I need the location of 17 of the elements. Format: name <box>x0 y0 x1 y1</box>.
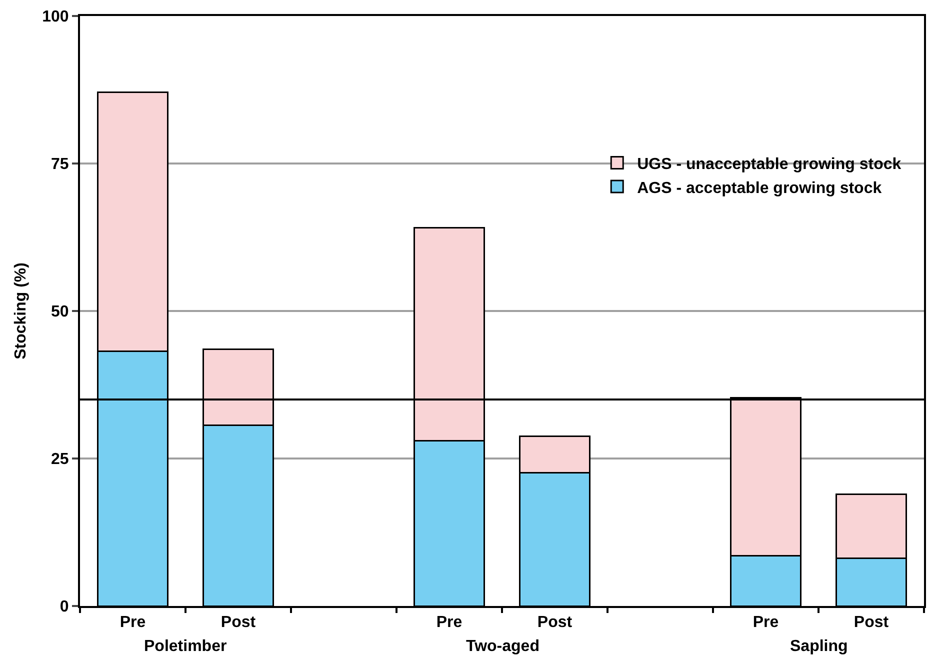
x-tick-label: Post <box>537 614 573 632</box>
y-tick-label: 100 <box>42 8 69 26</box>
y-axis-title: Stocking (%) <box>12 262 30 360</box>
y-tick-label: 25 <box>51 451 69 468</box>
text: Two-aged <box>466 638 540 655</box>
x-tick-label: Post <box>854 614 890 632</box>
y-tick-label: 75 <box>51 156 69 174</box>
legend-label: AGS - acceptable growing stock <box>637 180 882 197</box>
x-tick-label: Pre <box>120 614 146 632</box>
legend-label: UGS - unacceptable growing stock <box>637 156 902 173</box>
y-tick-label: 50 <box>51 304 69 321</box>
x-tick-label: Pre <box>752 614 779 632</box>
x-tick-label: Pre <box>436 614 462 632</box>
text: Poletimber <box>144 638 227 655</box>
text: Sapling <box>790 638 848 655</box>
x-tick-label: Post <box>220 614 256 632</box>
y-tick-label: 0 <box>60 598 69 616</box>
